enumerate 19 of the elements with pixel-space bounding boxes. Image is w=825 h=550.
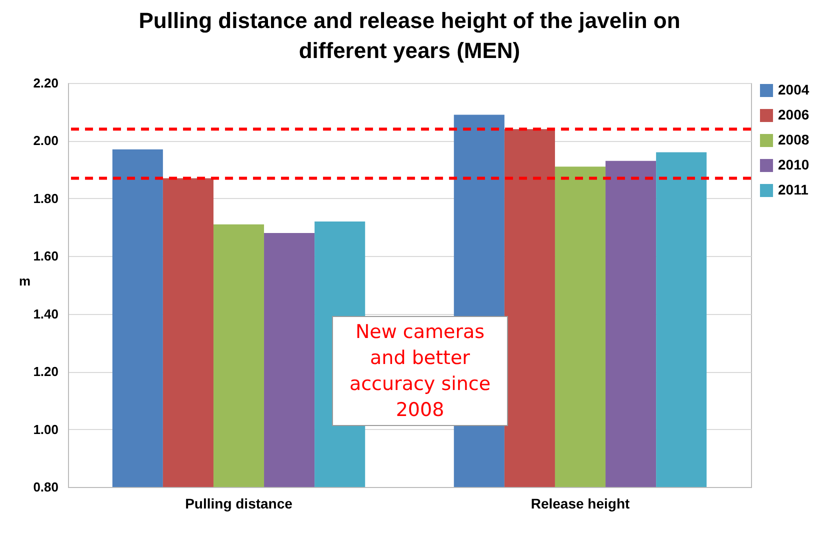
text: different years (MEN): [298, 38, 520, 63]
legend-label: 2008: [778, 132, 810, 148]
y-tick-label: 0.80: [33, 480, 58, 494]
y-tick-label: 2.20: [33, 76, 58, 90]
legend-label: 2004: [778, 82, 810, 98]
y-tick-label: 1.60: [33, 248, 58, 264]
legend-label: 2010: [778, 156, 810, 172]
text: Pulling distance and release height of the javelin on: [138, 8, 680, 33]
y-tick-label: 1.00: [33, 422, 58, 437]
y-tick-label: 1.40: [33, 306, 58, 322]
y-tick-label: 1.80: [33, 190, 58, 206]
x-tick-label: Release height: [530, 496, 630, 512]
y-tick-label: 2.00: [33, 133, 58, 148]
legend-label: 2006: [778, 106, 810, 122]
y-tick-label: 1.20: [33, 364, 58, 380]
y-axis-title: m: [18, 274, 30, 288]
annotation: New cameras and better accuracy since 2008: [332, 316, 508, 426]
x-tick-label: Pulling distance: [185, 496, 293, 512]
legend-label: 2011: [778, 182, 809, 198]
